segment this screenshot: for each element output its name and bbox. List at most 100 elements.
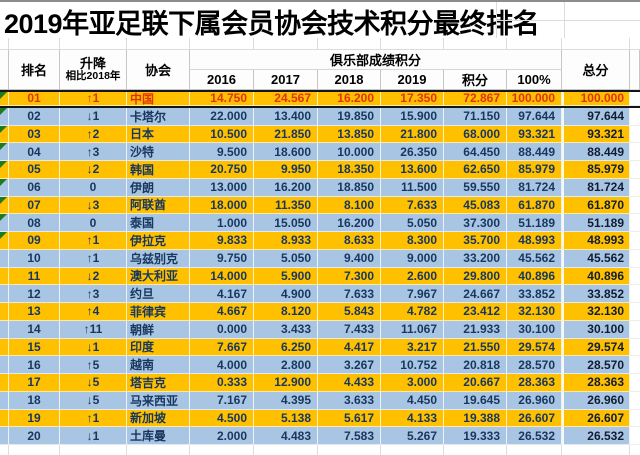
points-2019-cell[interactable]: 3.217: [381, 338, 444, 357]
rank-cell[interactable]: 10: [9, 249, 60, 268]
association-cell[interactable]: 约旦: [127, 285, 190, 303]
association-cell[interactable]: 伊拉克: [127, 232, 190, 250]
association-cell[interactable]: 日本: [127, 125, 190, 144]
points-2018-cell[interactable]: 8.633: [318, 232, 381, 250]
points-sum-cell[interactable]: 35.700: [444, 232, 507, 250]
change-cell[interactable]: ↓5: [60, 374, 127, 392]
points-2019-cell[interactable]: 10.752: [381, 356, 444, 374]
points-2016-cell[interactable]: 7.667: [190, 338, 254, 357]
change-cell[interactable]: ↓5: [60, 391, 127, 410]
points-2018-cell[interactable]: 7.633: [318, 285, 381, 303]
points-2016-cell[interactable]: 18.000: [190, 196, 254, 215]
table-row[interactable]: 10 ↑1 乌兹别克 9.750 5.050 9.400 9.000 33.20…: [0, 249, 640, 268]
rank-cell[interactable]: 03: [9, 125, 60, 144]
points-2018-cell[interactable]: 18.850: [318, 178, 381, 197]
points-sum-cell[interactable]: 19.333: [444, 427, 507, 445]
points-2019-cell[interactable]: 4.133: [381, 409, 444, 428]
points-2016-cell[interactable]: 13.000: [190, 178, 254, 197]
table-row[interactable]: 17 ↓5 塔吉克 0.333 12.900 4.433 3.000 20.66…: [0, 374, 640, 392]
points-2018-cell[interactable]: 5.617: [318, 409, 381, 428]
points-sum-cell[interactable]: 19.388: [444, 409, 507, 428]
total-cell[interactable]: 61.870: [562, 196, 630, 215]
association-cell[interactable]: 土库曼: [127, 427, 190, 445]
points-2019-cell[interactable]: 26.350: [381, 143, 444, 161]
points-2017-cell[interactable]: 13.400: [254, 107, 318, 126]
rank-cell[interactable]: 20: [9, 427, 60, 445]
change-cell[interactable]: ↑1: [60, 409, 127, 428]
points-2017-cell[interactable]: 15.050: [254, 214, 318, 232]
rank-cell[interactable]: 13: [9, 303, 60, 321]
rank-cell[interactable]: 11: [9, 267, 60, 286]
points-2017-cell[interactable]: 21.850: [254, 125, 318, 144]
total-cell[interactable]: 97.644: [562, 107, 630, 126]
table-row[interactable]: 11 ↓2 澳大利亚 14.000 5.900 7.300 2.600 29.8…: [0, 267, 640, 286]
percent-cell[interactable]: 28.363: [507, 374, 562, 392]
points-2017-cell[interactable]: 11.350: [254, 196, 318, 215]
points-2016-cell[interactable]: 14.000: [190, 267, 254, 286]
points-2016-cell[interactable]: 4.667: [190, 303, 254, 321]
table-row[interactable]: 08 0 泰国 1.000 15.050 16.200 5.050 37.300…: [0, 214, 640, 232]
header-change[interactable]: 升降 相比2018年: [60, 50, 127, 90]
header-2018[interactable]: 2018: [318, 70, 381, 90]
points-2019-cell[interactable]: 4.782: [381, 303, 444, 321]
table-row[interactable]: 01 ↑1 中国 14.750 24.567 16.200 17.350 72.…: [0, 90, 640, 108]
percent-cell[interactable]: 45.562: [507, 249, 562, 268]
points-2016-cell[interactable]: 2.000: [190, 427, 254, 445]
table-row[interactable]: 12 ↑3 约旦 4.167 4.900 7.633 7.967 24.667 …: [0, 285, 640, 303]
points-2019-cell[interactable]: 2.600: [381, 267, 444, 286]
points-2019-cell[interactable]: 13.600: [381, 161, 444, 179]
table-row[interactable]: 02 ↓1 卡塔尔 22.000 13.400 19.850 15.900 71…: [0, 107, 640, 126]
total-cell[interactable]: 33.852: [562, 285, 630, 303]
percent-cell[interactable]: 26.532: [507, 427, 562, 445]
total-cell[interactable]: 85.979: [562, 161, 630, 179]
points-2019-cell[interactable]: 15.900: [381, 107, 444, 126]
points-2016-cell[interactable]: 9.750: [190, 249, 254, 268]
total-cell[interactable]: 100.000: [562, 91, 630, 106]
total-cell[interactable]: 26.532: [562, 427, 630, 445]
points-2018-cell[interactable]: 9.400: [318, 249, 381, 268]
table-row[interactable]: 19 ↑1 新加坡 4.500 5.138 5.617 4.133 19.388…: [0, 409, 640, 428]
points-sum-cell[interactable]: 72.867: [444, 91, 507, 106]
rank-cell[interactable]: 19: [9, 409, 60, 428]
table-row[interactable]: 18 ↓5 马来西亚 7.167 4.395 3.633 4.450 19.64…: [0, 391, 640, 410]
points-2018-cell[interactable]: 8.100: [318, 196, 381, 215]
rank-cell[interactable]: 18: [9, 391, 60, 410]
points-sum-cell[interactable]: 45.083: [444, 196, 507, 215]
rank-cell[interactable]: 12: [9, 285, 60, 303]
points-2019-cell[interactable]: 7.967: [381, 285, 444, 303]
points-2016-cell[interactable]: 4.000: [190, 356, 254, 374]
table-row[interactable]: 14 ↑11 朝鲜 0.000 3.433 7.433 11.067 21.93…: [0, 320, 640, 339]
points-sum-cell[interactable]: 20.818: [444, 356, 507, 374]
points-2018-cell[interactable]: 10.000: [318, 143, 381, 161]
percent-cell[interactable]: 33.852: [507, 285, 562, 303]
change-cell[interactable]: ↑11: [60, 320, 127, 339]
points-2016-cell[interactable]: 0.333: [190, 374, 254, 392]
points-2019-cell[interactable]: 5.267: [381, 427, 444, 445]
points-2017-cell[interactable]: 3.433: [254, 320, 318, 339]
points-2017-cell[interactable]: 5.050: [254, 249, 318, 268]
points-2019-cell[interactable]: 5.050: [381, 214, 444, 232]
rank-cell[interactable]: 04: [9, 143, 60, 161]
total-cell[interactable]: 40.896: [562, 267, 630, 286]
change-cell[interactable]: ↑1: [60, 91, 127, 106]
percent-cell[interactable]: 29.574: [507, 338, 562, 357]
points-2016-cell[interactable]: 22.000: [190, 107, 254, 126]
points-2017-cell[interactable]: 16.200: [254, 178, 318, 197]
header-2019[interactable]: 2019: [381, 70, 444, 90]
change-cell[interactable]: ↑1: [60, 249, 127, 268]
points-2016-cell[interactable]: 0.000: [190, 320, 254, 339]
association-cell[interactable]: 乌兹别克: [127, 249, 190, 268]
points-2018-cell[interactable]: 18.350: [318, 161, 381, 179]
points-2017-cell[interactable]: 4.483: [254, 427, 318, 445]
percent-cell[interactable]: 32.130: [507, 303, 562, 321]
points-2018-cell[interactable]: 4.433: [318, 374, 381, 392]
points-2019-cell[interactable]: 11.500: [381, 178, 444, 197]
percent-cell[interactable]: 88.449: [507, 143, 562, 161]
points-2019-cell[interactable]: 3.000: [381, 374, 444, 392]
total-cell[interactable]: 32.130: [562, 303, 630, 321]
rank-cell[interactable]: 17: [9, 374, 60, 392]
change-cell[interactable]: ↓2: [60, 161, 127, 179]
change-cell[interactable]: ↑3: [60, 143, 127, 161]
rank-cell[interactable]: 14: [9, 320, 60, 339]
percent-cell[interactable]: 85.979: [507, 161, 562, 179]
